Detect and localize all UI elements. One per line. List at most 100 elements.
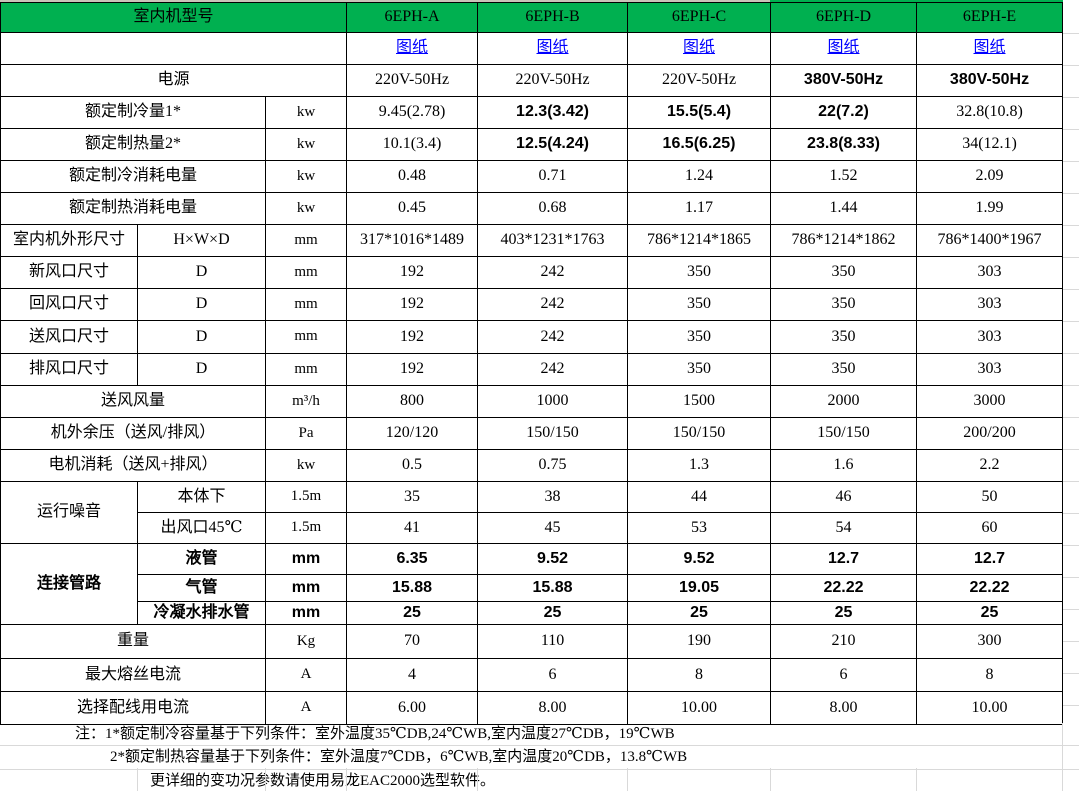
drawing-link[interactable]: 图纸 <box>396 39 429 57</box>
row-label: 连接管路 <box>0 543 138 625</box>
spec-value: 0.48 <box>346 160 479 193</box>
spec-row: 出风口45℃ 1.5m 41 45 53 54 60 <box>1 512 1064 544</box>
spec-row: 运行噪音 本体下 1.5m 35 38 44 46 50 <box>0 481 1064 544</box>
spec-value: 303 <box>916 256 1064 289</box>
spec-value: 10.1(3.4) <box>346 128 479 161</box>
spec-value: 23.8(8.33) <box>770 128 918 161</box>
drawing-link[interactable]: 图纸 <box>973 39 1006 57</box>
row-sublabel: 冷凝水排水管 <box>137 601 266 625</box>
spec-table: 室内机型号 6EPH-A 6EPH-B 6EPH-C 6EPH-D 6EPH-E… <box>0 2 1064 725</box>
spec-value: 350 <box>627 256 772 289</box>
spec-row: 连接管路 液管 mm 6.35 9.52 9.52 12.7 12.7 <box>0 543 1064 625</box>
spec-value: 25 <box>627 601 772 625</box>
row-label: 排风口尺寸 <box>0 353 138 386</box>
spec-value: 800 <box>346 385 479 418</box>
spec-value: 12.7 <box>770 543 918 575</box>
row-label: 电源 <box>0 64 348 97</box>
spec-value: 220V-50Hz <box>627 64 772 97</box>
spec-value: 190 <box>627 624 772 659</box>
drawing-link[interactable]: 图纸 <box>827 39 860 57</box>
spec-value: 150/150 <box>627 417 772 450</box>
spec-row: 室内机外形尺寸 H×W×D mm 317*1016*1489 403*1231*… <box>0 224 1064 257</box>
row-unit: kw <box>264 449 348 482</box>
row-sublabel: D <box>137 353 266 386</box>
spec-value: 110 <box>477 624 629 659</box>
spec-value: 8.00 <box>770 691 918 725</box>
table-title: 室内机型号 <box>0 2 348 33</box>
row-sublabel: 气管 <box>137 574 266 602</box>
row-label: 运行噪音 <box>0 481 138 544</box>
row-label: 重量 <box>0 624 266 659</box>
row-unit: mm <box>264 543 348 575</box>
spec-value: 192 <box>346 320 479 354</box>
spec-row: 冷凝水排水管 mm 25 25 25 25 25 <box>1 601 1064 625</box>
spec-value: 19.05 <box>627 574 772 602</box>
spec-row: 额定制冷消耗电量 kw 0.48 0.71 1.24 1.52 2.09 <box>0 160 1064 193</box>
spec-value: 46 <box>770 481 918 513</box>
spec-value: 45 <box>477 512 629 544</box>
spec-row: 新风口尺寸 D mm 192 242 350 350 303 <box>0 256 1064 289</box>
spec-value: 120/120 <box>346 417 479 450</box>
spec-value: 242 <box>477 256 629 289</box>
spec-value: 44 <box>627 481 772 513</box>
gridline <box>137 768 138 791</box>
row-unit: Kg <box>264 624 348 659</box>
spec-value: 15.88 <box>346 574 479 602</box>
spec-value: 0.71 <box>477 160 629 193</box>
spec-value: 8 <box>916 658 1064 692</box>
spec-value: 25 <box>916 601 1064 625</box>
spec-value: 1000 <box>477 385 629 418</box>
row-unit: kw <box>264 192 348 225</box>
drawing-cell: 图纸 <box>346 32 479 65</box>
spec-value: 350 <box>627 320 772 354</box>
spec-value: 10.00 <box>627 691 772 725</box>
row-sublabel: D <box>137 320 266 354</box>
spec-value: 9.45(2.78) <box>346 96 479 129</box>
row-unit: mm <box>264 256 348 289</box>
row-unit: mm <box>264 224 348 257</box>
spec-value: 12.3(3.42) <box>477 96 629 129</box>
spec-value: 38 <box>477 481 629 513</box>
spec-value: 403*1231*1763 <box>477 224 629 257</box>
spec-value: 380V-50Hz <box>770 64 918 97</box>
model-header: 6EPH-B <box>477 2 629 33</box>
row-unit: mm <box>264 574 348 602</box>
row-label: 额定制热消耗电量 <box>0 192 266 225</box>
right-gutter <box>1063 2 1079 723</box>
spec-value: 350 <box>770 320 918 354</box>
spec-row: 额定制冷量1* kw 9.45(2.78) 12.3(3.42) 15.5(5.… <box>0 96 1064 129</box>
note-line: 注：1*额定制冷容量基于下列条件：室外温度35℃DB,24℃WB,室内温度27℃… <box>0 723 1079 746</box>
row-label: 额定制冷量1* <box>0 96 266 129</box>
spec-value: 1.17 <box>627 192 772 225</box>
spec-value: 54 <box>770 512 918 544</box>
spec-value: 1.6 <box>770 449 918 482</box>
spec-value: 210 <box>770 624 918 659</box>
drawing-link[interactable]: 图纸 <box>683 39 716 57</box>
row-label: 最大熔丝电流 <box>0 658 266 692</box>
spec-value: 350 <box>770 288 918 321</box>
drawing-link[interactable]: 图纸 <box>536 39 569 57</box>
spec-row: 电源 220V-50Hz 220V-50Hz 220V-50Hz 380V-50… <box>0 64 1064 97</box>
row-unit: A <box>264 691 348 725</box>
spec-value: 15.88 <box>477 574 629 602</box>
spec-value: 242 <box>477 288 629 321</box>
row-unit: mm <box>264 320 348 354</box>
spec-row: 额定制热量2* kw 10.1(3.4) 12.5(4.24) 16.5(6.2… <box>0 128 1064 161</box>
spec-value: 150/150 <box>477 417 629 450</box>
note-line: 2*额定制热容量基于下列条件：室外温度7℃DB，6℃WB,室内温度20℃DB，1… <box>0 746 1079 770</box>
row-label: 选择配线用电流 <box>0 691 266 725</box>
spec-row: 最大熔丝电流 A 4 6 8 6 8 <box>0 658 1064 692</box>
model-header: 6EPH-E <box>916 2 1064 33</box>
spec-row: 送风风量 m³/h 800 1000 1500 2000 3000 <box>0 385 1064 418</box>
spec-value: 0.68 <box>477 192 629 225</box>
gridline <box>265 768 266 791</box>
spec-value: 16.5(6.25) <box>627 128 772 161</box>
row-unit: kw <box>264 160 348 193</box>
spec-value: 1.44 <box>770 192 918 225</box>
drawing-cell: 图纸 <box>477 32 629 65</box>
spec-value: 350 <box>627 353 772 386</box>
spec-value: 192 <box>346 256 479 289</box>
spec-value: 220V-50Hz <box>346 64 479 97</box>
spec-value: 242 <box>477 320 629 354</box>
